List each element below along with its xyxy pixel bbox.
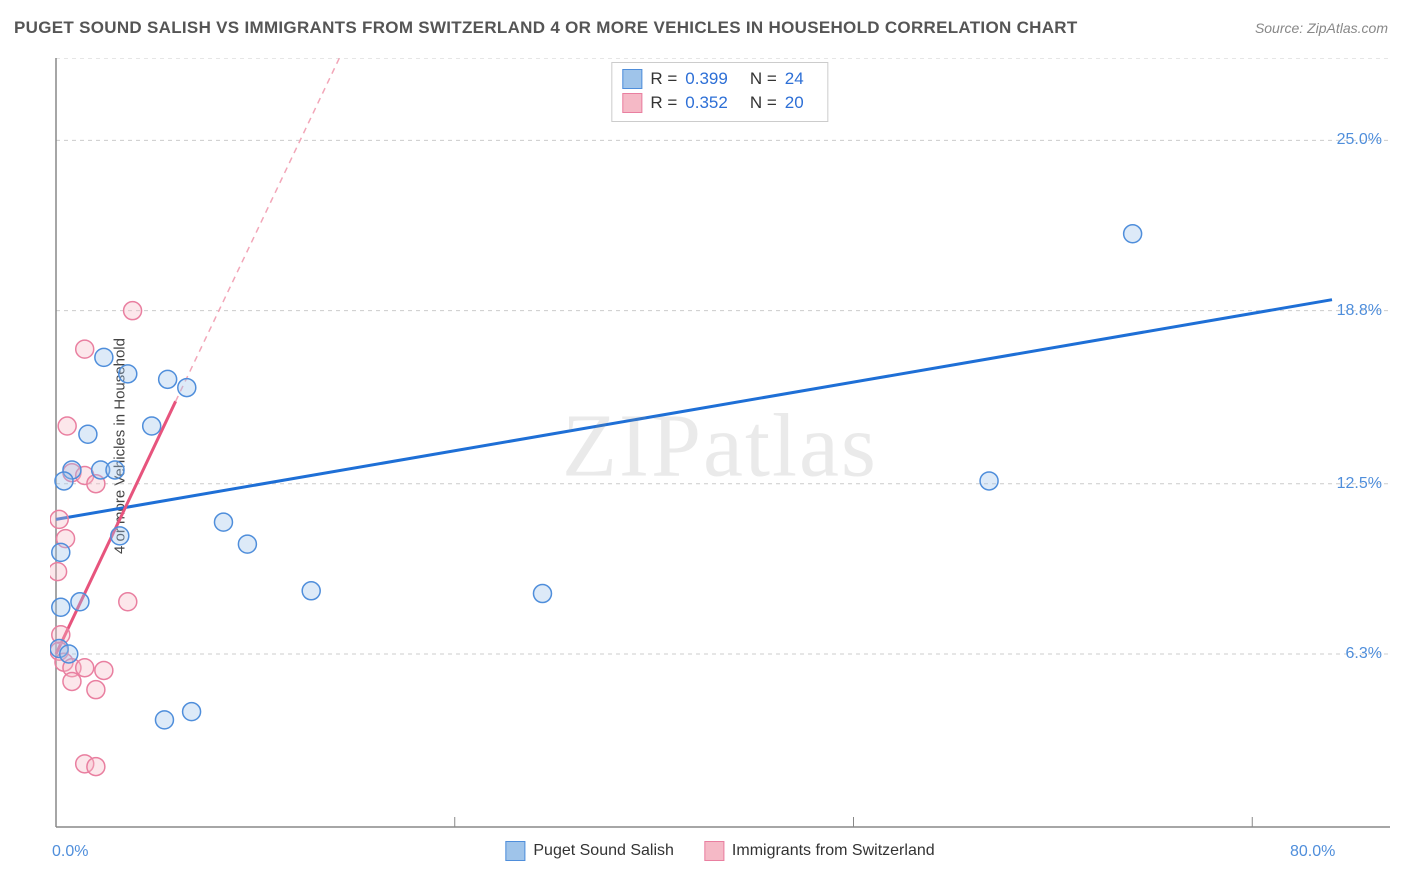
stats-row-series-2: R = 0.352 N = 20: [622, 91, 817, 115]
y-tick-label: 18.8%: [1337, 302, 1382, 320]
n-label: N =: [750, 93, 777, 113]
r-label: R =: [650, 69, 677, 89]
legend-label-2: Immigrants from Switzerland: [732, 842, 935, 860]
source-label: Source: ZipAtlas.com: [1255, 20, 1388, 36]
r-value-2: 0.352: [685, 93, 728, 113]
chart-area: ZIPatlas R = 0.399 N = 24 R = 0.352 N = …: [50, 58, 1390, 833]
y-tick-label: 12.5%: [1337, 475, 1382, 493]
series-legend: Puget Sound Salish Immigrants from Switz…: [505, 841, 934, 861]
y-tick-label: 25.0%: [1337, 131, 1382, 149]
legend-swatch-1: [505, 841, 525, 861]
n-value-1: 24: [785, 69, 804, 89]
chart-title: PUGET SOUND SALISH VS IMMIGRANTS FROM SW…: [14, 18, 1078, 38]
n-label: N =: [750, 69, 777, 89]
swatch-series-1: [622, 69, 642, 89]
stats-legend: R = 0.399 N = 24 R = 0.352 N = 20: [611, 62, 828, 122]
legend-swatch-2: [704, 841, 724, 861]
legend-item-1: Puget Sound Salish: [505, 841, 674, 861]
y-tick-label: 6.3%: [1346, 645, 1382, 663]
swatch-series-2: [622, 93, 642, 113]
scatter-plot: [50, 58, 1390, 833]
x-tick-label: 0.0%: [52, 843, 88, 861]
n-value-2: 20: [785, 93, 804, 113]
x-tick-label: 80.0%: [1290, 843, 1335, 861]
r-value-1: 0.399: [685, 69, 728, 89]
legend-item-2: Immigrants from Switzerland: [704, 841, 935, 861]
r-label: R =: [650, 93, 677, 113]
legend-label-1: Puget Sound Salish: [533, 842, 674, 860]
stats-row-series-1: R = 0.399 N = 24: [622, 67, 817, 91]
